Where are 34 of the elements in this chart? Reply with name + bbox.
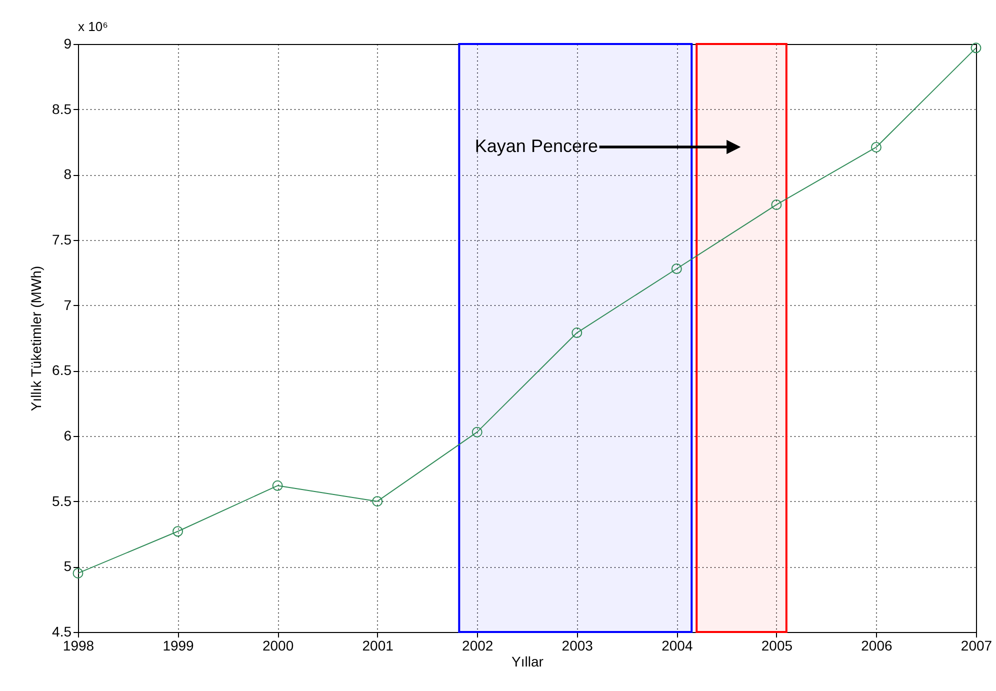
x-tick-label: 2005 [761,638,793,654]
y-tick-label: 5 [64,558,72,574]
point [970,42,982,54]
x-tick-label: 2003 [562,638,594,654]
point [572,328,582,338]
text: x 10⁶ [78,19,108,34]
point [671,264,682,274]
point [172,526,184,537]
y-tick-label: 7 [64,296,72,313]
y-tick-label: 8 [64,166,72,182]
y-tick-label: 6.5 [52,362,72,378]
x-tick-label: 2007 [960,638,992,654]
y-tick-label: 5.5 [52,492,72,509]
x-tick-label: 2006 [861,638,893,654]
point [272,480,283,491]
y-tick-label: 4.5 [52,624,72,640]
x-tick-label: 2004 [662,638,693,654]
y-axis-title: Yıllık Tüketimler (MWh) [28,266,44,412]
annotation: Kayan Pencere [474,136,598,156]
y-tick-label: 7.5 [52,232,72,248]
point [771,199,782,210]
x-tick-label: 2002 [462,638,494,654]
point [72,568,84,578]
y-tick-label: 8.5 [52,100,72,117]
x-axis-title: Yıllar [512,654,544,670]
y-tick-label: 9 [64,36,72,52]
x-tick-label: 1998 [62,638,94,654]
y-tick-label: 6 [64,428,72,444]
point [472,426,482,438]
point [372,496,383,507]
x-tick-label: 2001 [362,638,394,654]
point [870,142,882,152]
x-tick-label: 2000 [262,638,294,654]
x-tick-label: 1999 [162,638,194,654]
